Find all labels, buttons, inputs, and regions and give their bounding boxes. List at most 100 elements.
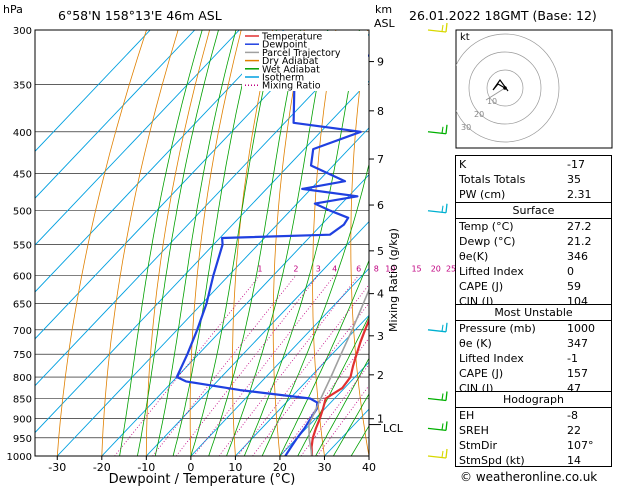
dry-adiabat: [350, 30, 369, 456]
hodograph-row: StmSpd (kt) 14: [456, 453, 611, 468]
mixing-ratio-line: [193, 275, 336, 456]
wind-barb-shaft: [427, 131, 447, 135]
plot-frame: [34, 29, 370, 457]
most-unstable-label: Lifted Index: [459, 352, 524, 365]
wind-barb-shaft: [427, 29, 447, 33]
hodograph-ring-label: 20: [474, 110, 484, 119]
mixing-ratio-line: [252, 302, 369, 456]
wind-barb-flag: [445, 203, 448, 213]
wind-barb-flag: [441, 24, 444, 32]
most-unstable-value: -1: [567, 352, 578, 365]
pressure-tick-label: 550: [13, 240, 32, 251]
hodograph-value: -8: [567, 409, 578, 422]
wet-adiabat: [119, 30, 203, 456]
km-tick-label: 9: [377, 56, 384, 69]
wind-barb-flag: [445, 391, 448, 401]
mixing-ratio-label: 1: [257, 264, 262, 273]
wind-barbs: [427, 22, 448, 459]
hodograph-row: EH -8: [456, 408, 611, 423]
surface-title: Surface: [456, 203, 611, 219]
wind-barb-flag: [441, 126, 444, 134]
x-tick-label: 0: [187, 461, 194, 474]
legend-label: Parcel Trajectory: [262, 48, 341, 59]
pressure-tick-label: 350: [13, 81, 32, 92]
index-row-totals: Totals Totals 35: [456, 172, 611, 187]
mixing-ratio-label: 8: [374, 264, 379, 273]
mixing-ratio-label: 3: [316, 264, 321, 273]
surface-value: 21.2: [567, 235, 592, 248]
legend-label: Dry Adiabat: [262, 56, 319, 67]
km-tick-label: 3: [377, 330, 384, 343]
hodograph-label: SREH: [459, 424, 489, 437]
hodograph-ring-label: 30: [461, 123, 471, 132]
isotherm-line: [56, 127, 369, 456]
mixing-ratio-line: [316, 384, 369, 456]
surface-label: Temp (°C): [459, 220, 514, 233]
surface-row: Dewp (°C) 21.2: [456, 234, 611, 249]
legend-background: [242, 31, 368, 91]
x-tick-label: -10: [137, 461, 155, 474]
wind-barb-shaft: [427, 455, 447, 459]
hodograph-ring: [468, 51, 542, 125]
pressure-tick-label: 650: [13, 300, 32, 311]
wind-barb-flag: [445, 124, 448, 134]
wind-barb-flag: [441, 423, 444, 430]
hodograph-value: 107°: [567, 439, 594, 452]
surface-value: 346: [567, 250, 588, 263]
hodograph-row: StmDir 107°: [456, 438, 611, 453]
hodograph-center: [503, 86, 507, 90]
profile-lines: [175, 54, 369, 456]
footer-credit: © weatheronline.co.uk: [460, 470, 598, 484]
mixing-ratio-label: 2: [293, 264, 298, 273]
dry-adiabat: [189, 30, 242, 456]
hodograph-ring: [486, 69, 524, 107]
hodograph-value: 22: [567, 424, 581, 437]
wind-barb-shaft: [427, 397, 447, 402]
surface-row: θe(K) 346: [456, 249, 611, 264]
isotherm-line: [35, 30, 285, 293]
mixing-ratio-line: [152, 275, 297, 456]
wet-adiabat: [333, 393, 369, 456]
hodograph-label: StmSpd (kt): [459, 454, 525, 467]
wind-barb-flag: [445, 421, 448, 431]
km-tick-label: 4: [377, 288, 384, 301]
pw-value: 2.31: [567, 188, 592, 201]
legend-label: Mixing Ratio: [262, 81, 321, 92]
most-unstable-title: Most Unstable: [456, 305, 611, 321]
wind-barb-shaft: [427, 427, 447, 432]
mixing-ratio-line: [280, 337, 369, 456]
legend-label: Temperature: [261, 32, 322, 43]
pressure-tick-label: 700: [13, 326, 32, 337]
x-tick-label: 30: [317, 461, 331, 474]
hodograph-row: SREH 22: [456, 423, 611, 438]
pressure-tick-label: 850: [13, 394, 32, 405]
wind-barb-shaft: [427, 210, 447, 214]
isotherm-line: [35, 80, 369, 434]
dry-adiabat: [101, 30, 179, 456]
wet-adiabat: [190, 30, 277, 456]
dry-adiabat: [424, 30, 459, 456]
location-header: 6°58'N 158°13'E 46m ASL: [58, 8, 222, 23]
isotherm-line: [101, 174, 369, 456]
pressure-tick-label: 300: [13, 26, 32, 37]
mixing-ratio-label: 15: [411, 264, 421, 273]
wet-adiabat: [208, 30, 301, 456]
hodograph-trace: [492, 78, 509, 92]
wet-adiabat: [172, 30, 256, 456]
wind-barb-flag: [441, 324, 444, 332]
x-tick-label: -30: [48, 461, 66, 474]
x-tick-label: 20: [273, 461, 287, 474]
mixing-ratio-label: 6: [356, 264, 361, 273]
pressure-tick-label: 950: [13, 434, 32, 445]
pressure-tick-label: 500: [13, 207, 32, 218]
indices-panel: K -17 Totals Totals 35 PW (cm) 2.31: [455, 155, 612, 203]
datetime-header: 26.01.2022 18GMT (Base: 12): [409, 8, 597, 23]
x-tick-label: 10: [228, 461, 242, 474]
surface-value: 59: [567, 280, 581, 293]
wet-adiabat: [315, 357, 369, 456]
wind-barb-flag: [441, 205, 444, 213]
axis-layer: 3003504004505005506006507007508008509009…: [7, 26, 457, 474]
lcl-label: LCL: [383, 422, 404, 435]
wind-barb-flag: [445, 22, 448, 33]
